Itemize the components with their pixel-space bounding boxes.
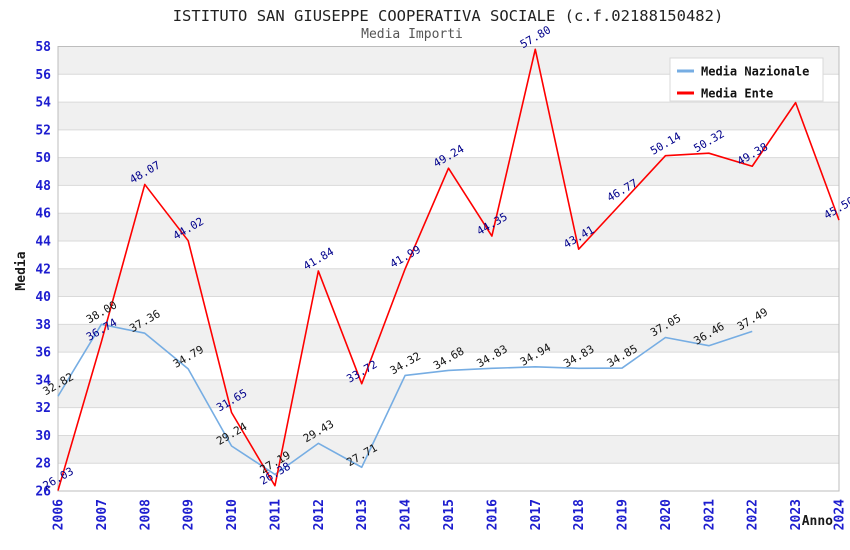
plot-band (58, 185, 839, 214)
y-tick-label: 30 (35, 429, 51, 444)
x-tick-label: 2019 (616, 499, 631, 530)
x-tick-label: 2018 (572, 499, 587, 530)
y-tick-label: 34 (35, 373, 51, 388)
plot-band (58, 268, 839, 297)
y-tick-label: 32 (35, 401, 51, 416)
x-tick-label: 2014 (399, 499, 414, 530)
x-tick-label: 2022 (746, 499, 761, 530)
x-tick-label: 2020 (659, 499, 674, 530)
plot-band (58, 157, 839, 186)
plot-band (58, 379, 839, 408)
series-line-media-ente (57, 48, 840, 491)
x-tick-label: 2009 (182, 499, 197, 530)
x-tick-label: 2021 (702, 499, 717, 530)
chart-title: ISTITUTO SAN GIUSEPPE COOPERATIVA SOCIAL… (172, 7, 724, 25)
legend-label-media-nazionale: Media Nazionale (701, 65, 809, 79)
plot-band (58, 213, 839, 241)
y-tick-label: 56 (35, 68, 51, 83)
x-tick-label: 2012 (312, 499, 327, 530)
chart-subtitle: Media Importi (361, 27, 463, 42)
plot-band (58, 463, 839, 491)
x-tick-label: 2013 (355, 499, 370, 530)
y-tick-label: 38 (35, 318, 51, 333)
y-axis-title: Media (14, 251, 29, 290)
y-tick-label: 36 (35, 346, 51, 361)
y-tick-label: 48 (35, 179, 51, 194)
plot-border (57, 46, 840, 492)
y-tick-label: 50 (35, 151, 51, 166)
plot-band (58, 324, 839, 353)
y-tick-label: 54 (35, 96, 51, 111)
y-tick-label: 58 (35, 40, 51, 55)
x-tick-label: 2008 (138, 499, 153, 530)
plot-band (58, 435, 839, 464)
plot-band (58, 352, 839, 380)
x-tick-label: 2007 (95, 499, 110, 530)
x-axis-title: Anno (802, 514, 833, 529)
y-tick-label: 42 (35, 262, 51, 277)
x-tick-label: 2023 (789, 499, 804, 530)
x-tick-label: 2010 (225, 499, 240, 530)
x-tick-label: 2017 (529, 499, 544, 530)
plot-band (58, 296, 839, 325)
x-tick-label: 2016 (485, 499, 500, 530)
plot-band (58, 407, 839, 436)
legend (669, 57, 824, 102)
y-tick-label: 26 (35, 485, 51, 500)
y-tick-label: 44 (35, 234, 51, 249)
plot-band (58, 102, 839, 130)
y-tick-label: 40 (35, 290, 51, 305)
x-tick-label: 2015 (442, 499, 457, 530)
y-tick-label: 46 (35, 207, 51, 222)
y-tick-label: 28 (35, 457, 51, 472)
y-tick-label: 52 (35, 123, 51, 138)
legend-label-media-ente: Media Ente (701, 87, 773, 101)
x-tick-label: 2011 (268, 499, 283, 530)
x-tick-label: 2024 (833, 499, 848, 530)
series-line-media-nazionale (57, 323, 753, 476)
plot-band (58, 240, 839, 269)
x-tick-label: 2006 (52, 499, 67, 530)
